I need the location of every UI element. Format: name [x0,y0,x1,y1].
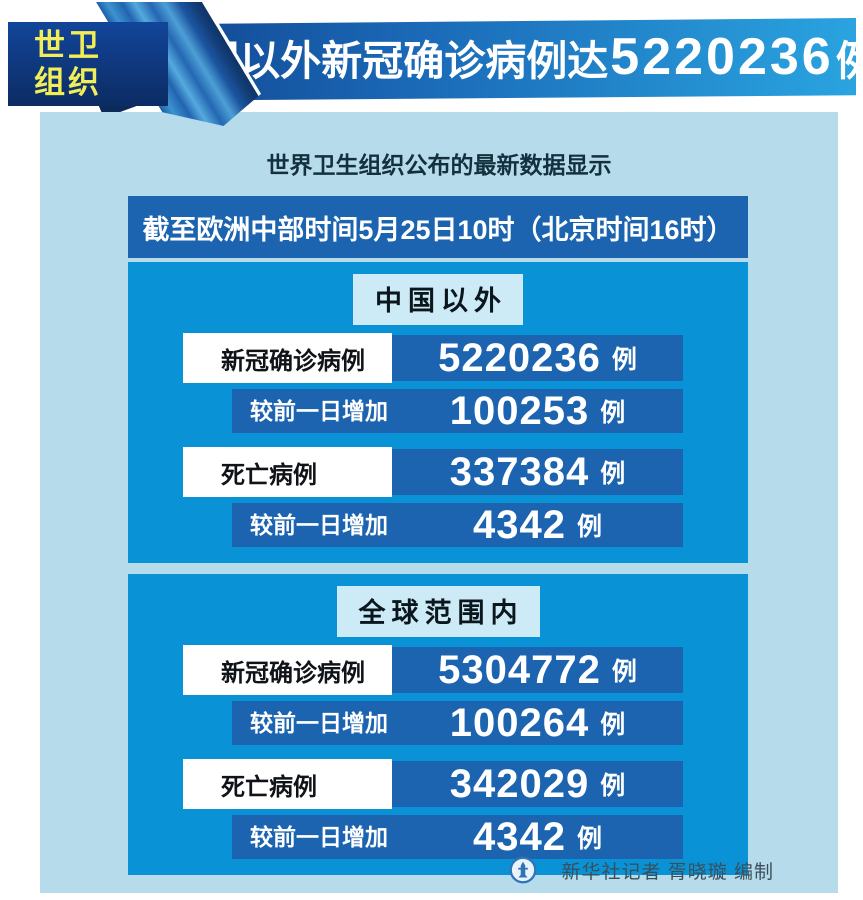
stat-value-zone: 100253 例 [392,389,683,433]
stat-label: 较前一日增加 [250,512,388,538]
stat-row: 5220236 例 新冠确诊病例 [128,333,748,383]
stat-label: 较前一日增加 [250,710,388,736]
stat-unit: 例 [600,399,626,427]
stat-value-zone: 100264 例 [392,701,683,745]
stat-label: 新冠确诊病例 [221,659,365,687]
stat-value: 337384 [449,449,590,494]
stat-row: 较前一日增加 4342 例 [128,503,748,547]
stat-value: 4342 [473,814,566,859]
intro-text: 世界卫生组织公布的最新数据显示 [266,152,612,178]
stat-value: 100253 [449,388,590,433]
stat-row: 较前一日增加 4342 例 [128,815,748,859]
stat-unit: 例 [600,772,626,800]
page-title: 中国以外新冠确诊病例达 5220236 例 [157,20,856,94]
stat-value: 100264 [449,700,590,745]
credit-text: 新华社记者 胥晓璇 编制 [561,861,774,883]
who-badge: 世卫 组织 [8,22,168,106]
stat-value-strip: 较前一日增加 100253 例 [232,389,683,433]
stat-value-strip: 较前一日增加 4342 例 [232,503,683,547]
stat-row: 较前一日增加 100264 例 [128,701,748,745]
stat-value-strip: 较前一日增加 100264 例 [232,701,683,745]
stat-row: 较前一日增加 100253 例 [128,389,748,433]
stat-row: 342029 例 死亡病例 [128,759,748,809]
stat-unit: 例 [600,711,626,739]
stat-label-box: 死亡病例 [183,447,392,497]
section-global: 全球范围内 5304772 例 新冠确诊病例 较前一日增加 10 [128,574,748,875]
content-panel: 世界卫生组织公布的最新数据显示 截至欧洲中部时间5月25日10时（北京时间16时… [40,112,838,893]
content-column: 截至欧洲中部时间5月25日10时（北京时间16时） 中国以外 5220236 例… [128,196,748,875]
date-banner: 截至欧洲中部时间5月25日10时（北京时间16时） [128,196,748,258]
stat-label: 较前一日增加 [250,398,388,424]
xinhua-logo-icon [509,856,537,884]
stat-value: 4342 [473,502,566,547]
section-header: 中国以外 [353,274,523,325]
stat-value-zone: 4342 例 [392,815,683,859]
section-header: 全球范围内 [336,586,540,637]
section-header-wrap: 全球范围内 [128,586,748,637]
stat-label: 较前一日增加 [250,824,388,850]
stat-value-strip: 342029 例 [392,761,683,807]
stat-value: 5220236 [438,335,601,380]
stat-unit: 例 [611,346,637,374]
stat-label: 新冠确诊病例 [221,347,365,375]
stat-value-strip: 5304772 例 [392,647,683,693]
stat-value-strip: 5220236 例 [392,335,683,381]
stat-row: 5304772 例 新冠确诊病例 [128,645,748,695]
stat-label-box: 新冠确诊病例 [183,333,392,383]
stat-unit: 例 [611,658,637,686]
stat-value-zone: 4342 例 [392,503,683,547]
stat-label-box: 死亡病例 [183,759,392,809]
who-badge-line2: 组织 [34,65,102,100]
footer: 新华社记者 胥晓璇 编制 [509,853,774,887]
title-unit: 例 [835,38,863,84]
stat-value: 5304772 [438,647,601,692]
stat-value-strip: 较前一日增加 4342 例 [232,815,683,859]
stat-unit: 例 [600,460,626,488]
stat-label: 死亡病例 [221,461,317,489]
stat-unit: 例 [576,513,602,541]
section-outside-china: 中国以外 5220236 例 新冠确诊病例 较前一日增加 100 [128,262,748,563]
stat-unit: 例 [576,825,602,853]
stat-label: 死亡病例 [221,773,317,801]
stat-value-strip: 337384 例 [392,449,683,495]
stat-label-box: 新冠确诊病例 [183,645,392,695]
title-number: 5220236 [610,28,834,86]
stat-value: 342029 [449,761,590,806]
banner: 中国以外新冠确诊病例达 5220236 例 世卫 组织 [0,0,863,130]
stat-row: 337384 例 死亡病例 [128,447,748,497]
who-badge-line1: 世卫 [34,28,102,63]
section-header-wrap: 中国以外 [128,274,748,325]
